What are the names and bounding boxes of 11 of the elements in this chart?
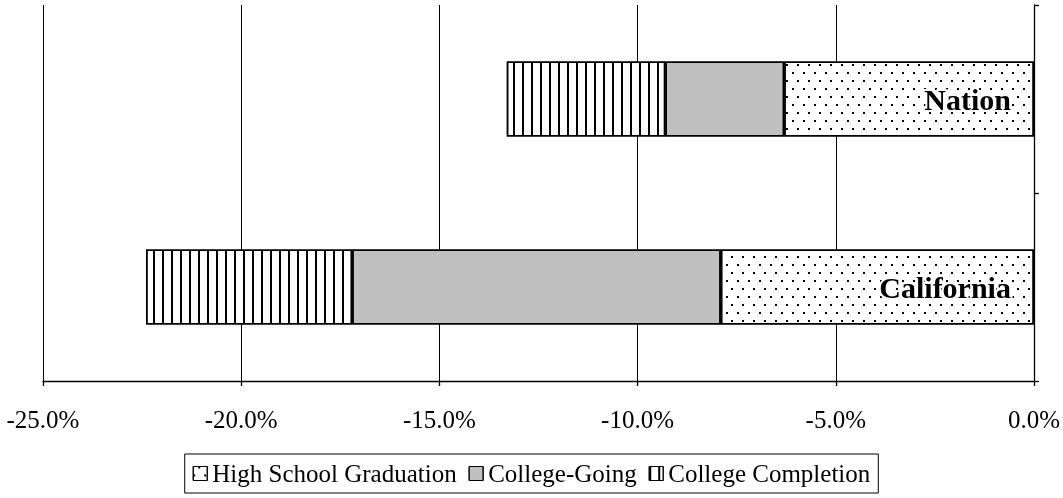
x-tick-label: 0.0% [1007, 406, 1060, 433]
legend-label: College-Going [488, 460, 638, 487]
y-tick-label: California [879, 270, 1011, 304]
y-tick-label: Nation [924, 82, 1012, 116]
x-tick-label: -20.0% [204, 406, 278, 433]
legend-label: High School Graduation [212, 460, 458, 487]
x-tick-label: -5.0% [805, 406, 866, 433]
legend-label: College Completion [668, 460, 871, 487]
x-tick-label: -15.0% [402, 406, 476, 433]
x-tick-label: -10.0% [601, 406, 675, 433]
x-tick-label: -25.0% [6, 406, 80, 433]
